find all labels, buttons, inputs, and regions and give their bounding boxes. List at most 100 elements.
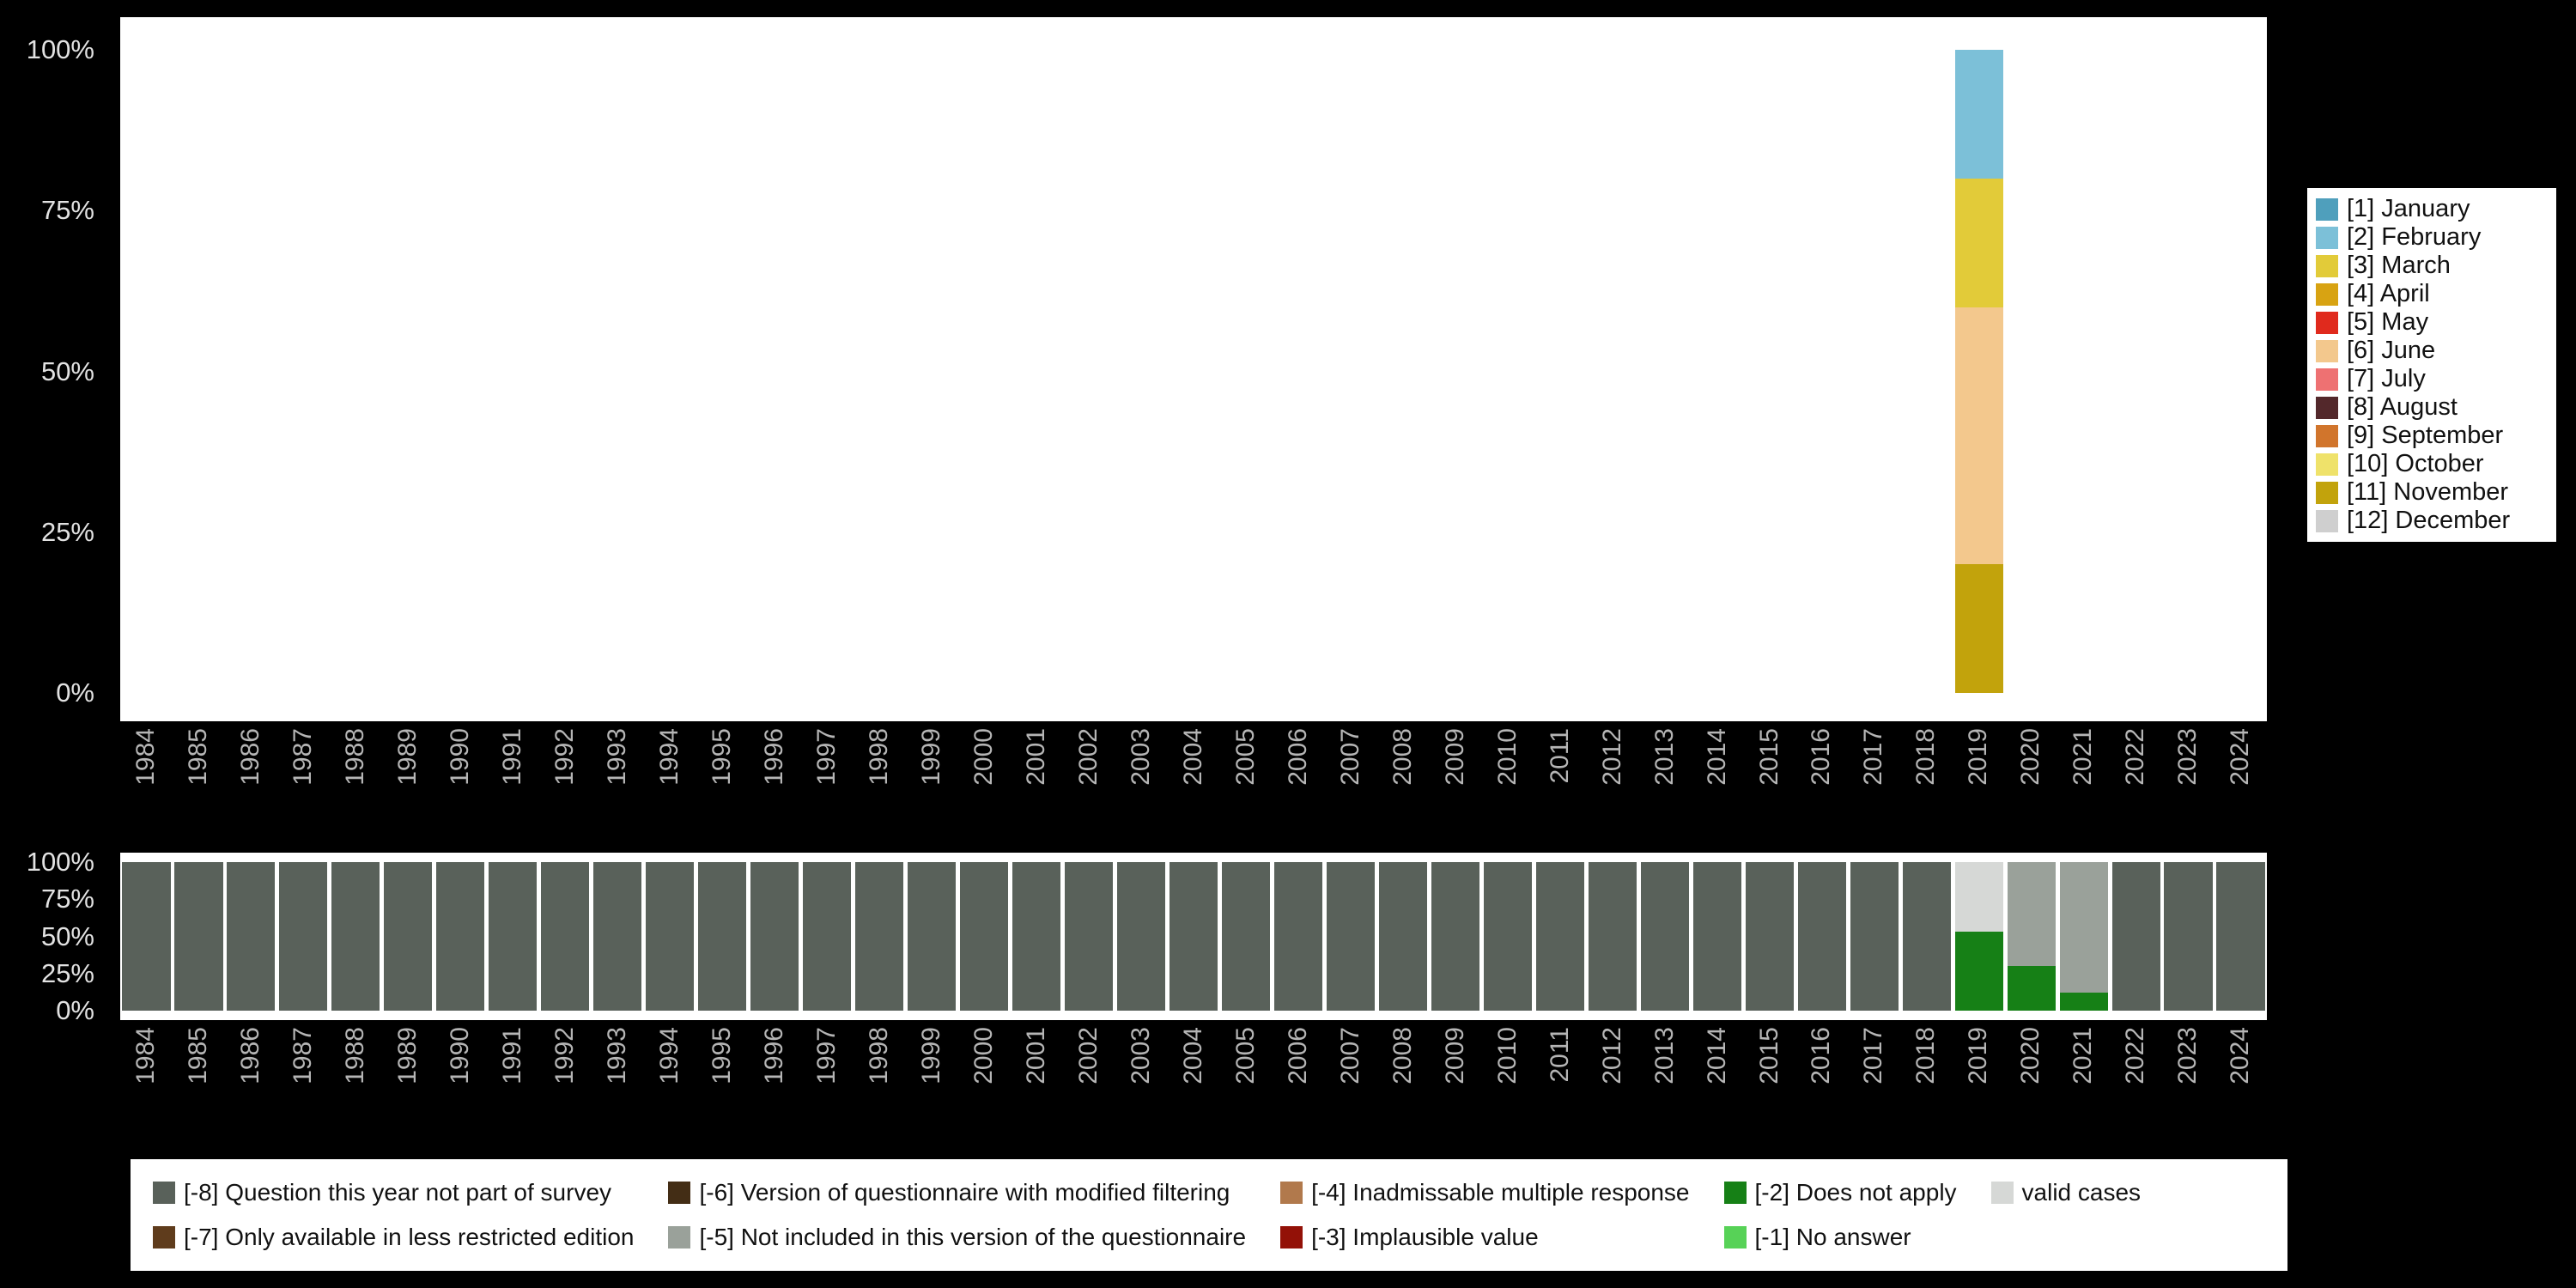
legend-item: [10] October: [2316, 450, 2548, 478]
legend-swatch: [2316, 368, 2338, 391]
x-axis-year-label: 2021: [2069, 728, 2098, 786]
y-axis-tick-label: 25%: [40, 516, 94, 547]
x-axis-year-label: 2006: [1283, 1027, 1312, 1084]
x-axis-year-label: 2002: [1073, 1027, 1103, 1084]
x-axis-year-label: 2019: [1964, 728, 1993, 786]
x-axis-slot: 1999: [906, 728, 958, 824]
legend-swatch: [668, 1182, 691, 1204]
bar-segment: [227, 862, 276, 1011]
x-axis-slot: 2008: [1376, 1027, 1429, 1123]
bar-segment: [541, 862, 590, 1011]
y-axis-tick-label: 25%: [40, 957, 94, 988]
bar-segment: [1745, 862, 1794, 1011]
legend-label: [-2] Does not apply: [1754, 1179, 1957, 1206]
legend-swatch: [1280, 1182, 1303, 1204]
x-axis-year-label: 2017: [1859, 1027, 1888, 1084]
x-axis-year-label: 2009: [1440, 1027, 1469, 1084]
legend-item: [4] April: [2316, 280, 2548, 308]
bar-segment: [1169, 862, 1218, 1011]
bar-segment: [1850, 862, 1899, 1011]
legend-swatch: [153, 1182, 175, 1204]
x-axis-year-label: 2022: [2121, 728, 2150, 786]
bar-segment: [1116, 862, 1166, 1011]
x-axis-year-label: 1997: [812, 728, 841, 786]
x-axis-year-label: 1993: [603, 728, 632, 786]
x-axis-year-label: 2002: [1073, 728, 1103, 786]
legend-swatch: [668, 1226, 691, 1249]
legend-item: [-5] Not included in this version of the…: [668, 1223, 1246, 1252]
x-axis-year-label: 2003: [1126, 728, 1155, 786]
bar-segment: [2059, 993, 2108, 1011]
legend-swatch: [2316, 254, 2338, 277]
bar-segment: [1483, 862, 1532, 1011]
bar-segment: [1692, 862, 1741, 1011]
legend-item: [2] February: [2316, 223, 2548, 252]
legend-label: [-5] Not included in this version of the…: [699, 1224, 1247, 1250]
legend-label: [12] December: [2347, 507, 2511, 534]
bar-segment: [1954, 178, 2003, 307]
x-axis-year-label: 1985: [184, 728, 213, 786]
bar-segment: [1902, 862, 1951, 1011]
x-axis-year-label: 1988: [341, 728, 370, 786]
bar-segment: [908, 862, 957, 1011]
legend-item: [5] May: [2316, 308, 2548, 337]
x-axis-slot: 2022: [2110, 1027, 2162, 1123]
x-axis-year-label: 1989: [393, 728, 422, 786]
legend-swatch: [2316, 509, 2338, 532]
x-axis-slot: 1991: [487, 728, 539, 824]
legend-swatch: [2316, 283, 2338, 306]
x-axis-year-label: 2000: [969, 728, 998, 786]
legend-item: [3] March: [2316, 252, 2548, 280]
x-axis-slot: 1993: [592, 728, 644, 824]
x-axis-year-label: 2014: [1702, 728, 1731, 786]
x-axis-year-label: 1991: [498, 728, 527, 786]
bar-segment: [750, 862, 799, 1011]
x-axis-slot: 2005: [1219, 1027, 1272, 1123]
legend-label: [11] November: [2347, 478, 2509, 506]
legend-swatch: [2316, 396, 2338, 419]
plot-area-top: [120, 17, 2267, 721]
legend-swatch: [153, 1226, 175, 1249]
x-axis-year-label: 2008: [1388, 728, 1417, 786]
x-axis-slot: 2015: [1743, 1027, 1795, 1123]
y-axis-tick-label: 50%: [40, 355, 94, 386]
x-axis-slot: 1997: [801, 728, 854, 824]
bar-segment: [1221, 862, 1271, 1011]
x-axis-year-label: 1993: [603, 1027, 632, 1084]
legend-item: [8] August: [2316, 393, 2548, 422]
x-axis-slot: 2024: [2215, 1027, 2267, 1123]
legend-label: [1] January: [2347, 195, 2470, 222]
x-axis-slot: 2013: [1638, 1027, 1691, 1123]
x-axis-year-label: 1989: [393, 1027, 422, 1084]
x-axis-slot: 2017: [1848, 1027, 1900, 1123]
x-axis-year-label: 2011: [1545, 1027, 1574, 1083]
x-axis-slot: 2018: [1900, 1027, 1953, 1123]
x-axis-year-label: 2018: [1911, 1027, 1941, 1084]
x-axis-year-label: 2016: [1807, 728, 1836, 786]
x-axis-slot: 2023: [2162, 1027, 2215, 1123]
x-axis-year-label: 1990: [446, 728, 475, 786]
x-axis-slot: 2000: [958, 728, 1011, 824]
legend-swatch: [1723, 1226, 1747, 1249]
x-axis-slot: 1994: [644, 1027, 696, 1123]
bar-segment: [279, 862, 328, 1011]
x-axis-year-label: 2006: [1283, 728, 1312, 786]
legend-item: [6] June: [2316, 337, 2548, 365]
x-axis-year-label: 1998: [865, 728, 894, 786]
x-axis-slot: 2008: [1376, 728, 1429, 824]
x-axis-slot: 2006: [1272, 1027, 1324, 1123]
x-axis-year-label: 1987: [289, 728, 318, 786]
x-axis-slot: 1993: [592, 1027, 644, 1123]
x-axis-slot: 2004: [1167, 728, 1219, 824]
x-axis-slot: 2013: [1638, 728, 1691, 824]
bar-segment: [1326, 862, 1375, 1011]
x-axis-year-label: 1994: [655, 728, 684, 786]
x-axis-year-label: 1998: [865, 1027, 894, 1084]
legend-swatch: [1280, 1226, 1303, 1249]
bar-segment: [1954, 932, 2003, 1011]
bar-segment: [1797, 862, 1846, 1011]
x-axis-slot: 1988: [330, 1027, 382, 1123]
bar-segment: [1378, 862, 1427, 1011]
x-axis-year-label: 1992: [550, 728, 580, 786]
